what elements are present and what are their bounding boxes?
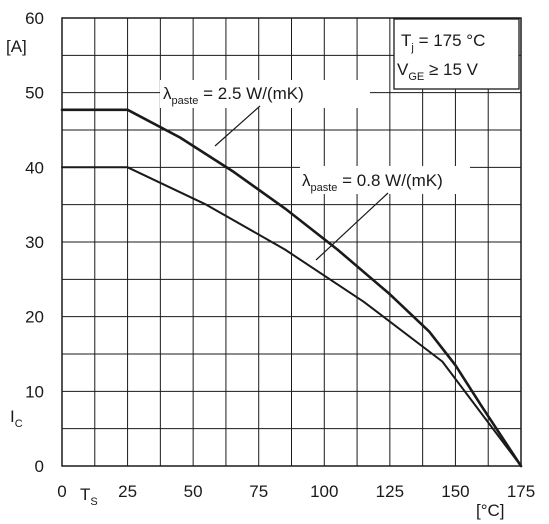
y-tick-label: 60 bbox=[25, 9, 44, 28]
y-tick-label: 30 bbox=[25, 233, 44, 252]
y-axis-label: IC bbox=[10, 407, 23, 430]
x-tick-label: 75 bbox=[249, 482, 268, 501]
y-tick-label: 0 bbox=[35, 457, 44, 476]
y-unit-label: [A] bbox=[6, 37, 27, 56]
y-tick-label: 10 bbox=[25, 382, 44, 401]
annotation-leader bbox=[215, 106, 260, 146]
series-annotation-0p8: λpaste = 0.8 W/(mK) bbox=[300, 166, 470, 260]
x-tick-label: 150 bbox=[441, 482, 469, 501]
x-tick-label: 100 bbox=[310, 482, 338, 501]
x-tick-labels: 0 25 50 75 100 125 150 175 bbox=[57, 482, 535, 501]
x-tick-label: 25 bbox=[118, 482, 137, 501]
y-tick-label: 50 bbox=[25, 84, 44, 103]
y-tick-label: 20 bbox=[25, 308, 44, 327]
x-tick-label: 50 bbox=[184, 482, 203, 501]
x-tick-label: 0 bbox=[57, 482, 66, 501]
annotation-leader bbox=[316, 193, 388, 260]
x-unit-label: [°C] bbox=[476, 501, 505, 520]
condition-box: Tj = 175 °C VGE ≥ 15 V bbox=[394, 19, 519, 89]
x-tick-label: 125 bbox=[376, 482, 404, 501]
x-tick-label: 175 bbox=[507, 482, 535, 501]
y-tick-labels: 0 10 20 30 40 50 60 bbox=[25, 9, 44, 476]
series-annotation-2p5: λpaste = 2.5 W/(mK) bbox=[160, 80, 370, 146]
y-tick-label: 40 bbox=[25, 158, 44, 177]
x-axis-label: TS bbox=[80, 485, 98, 508]
